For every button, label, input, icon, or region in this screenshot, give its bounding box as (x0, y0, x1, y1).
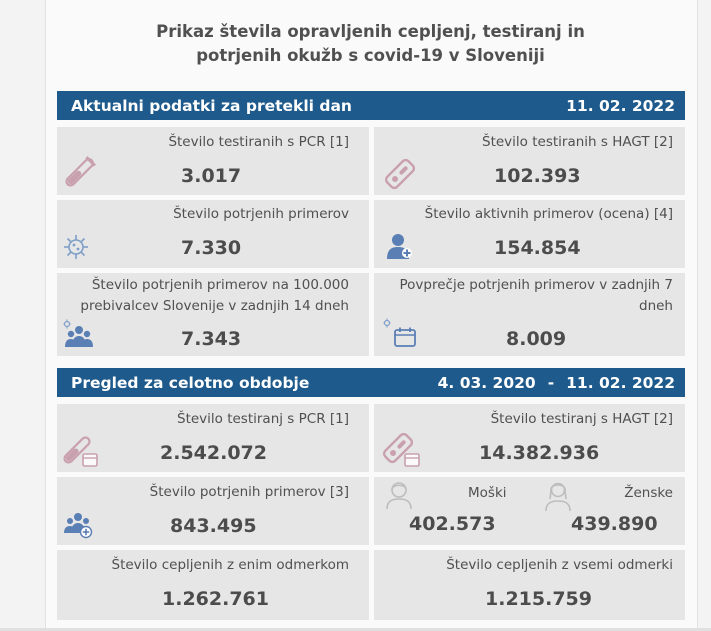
vacc-one-value: 1.262.761 (162, 588, 269, 610)
hagt-total-value: 14.382.936 (479, 442, 600, 464)
current-date: 11. 02. 2022 (566, 96, 675, 115)
overall-date-dash: - (547, 373, 555, 392)
card-per100k: Število potrjenih primerov na 100.000 pr… (57, 273, 369, 356)
active-daily-value: 154.854 (494, 237, 581, 259)
overall-date-from: 4. 03. 2020 (437, 373, 536, 392)
card-active-daily: Število aktivnih primerov (ocena) [4] 15… (374, 200, 685, 268)
avg7-label-line-2: dneh (639, 298, 673, 314)
people-group-icon (63, 319, 93, 347)
avg7-label: Povprečje potrjenih primerov v zadnjih 7… (399, 275, 673, 317)
per100k-label-line-2: prebivalcev Slovenije v zadnjih 14 dneh (80, 298, 349, 314)
pcr-daily-label: Število testiranih s PCR [1] (168, 134, 349, 150)
female-icon (545, 482, 571, 512)
card-confirmed-daily: Število potrjenih primerov 7.330 (57, 200, 369, 268)
pcr-daily-value: 3.017 (181, 165, 242, 187)
bottom-divider (0, 628, 711, 631)
female-value: 439.890 (571, 513, 658, 535)
card-pcr-total: Število testiranj s PCR [1] 2.542.072 (57, 404, 369, 472)
title-line-1: Prikaz števila opravljenih cepljenj, tes… (156, 22, 585, 41)
confirmed-total-label: Število potrjenih primerov [3] (149, 484, 349, 500)
confirmed-daily-label: Število potrjenih primerov (173, 206, 349, 222)
title-line-2: potrjenih okužb s covid-19 v Sloveniji (196, 46, 545, 65)
people-group-plus-icon (64, 513, 93, 539)
vacc-all-value: 1.215.759 (485, 588, 592, 610)
overall-section-header: Pregled za celotno obdobje 4. 03. 2020 -… (57, 368, 685, 397)
male-value: 402.573 (409, 513, 496, 535)
virus-icon (64, 235, 88, 259)
current-section-header: Aktualni podatki za pretekli dan 11. 02.… (57, 91, 685, 120)
overall-date-to: 11. 02. 2022 (566, 373, 675, 392)
overall-date-range: 4. 03. 2020 - 11. 02. 2022 (438, 374, 675, 392)
avg7-value: 8.009 (506, 328, 567, 350)
test-tube-icon (65, 156, 96, 187)
card-vacc-one: Število cepljenih z enim odmerkom 1.262.… (57, 550, 369, 620)
per100k-label: Število potrjenih primerov na 100.000 pr… (80, 275, 349, 317)
pcr-total-value: 2.542.072 (160, 442, 267, 464)
male-icon (386, 482, 412, 510)
card-confirmed-total: Število potrjenih primerov [3] 843.495 (57, 477, 369, 545)
card-pcr-daily: Število testiranih s PCR [1] 3.017 (57, 127, 369, 195)
confirmed-daily-value: 7.330 (181, 237, 242, 259)
calendar-virus-icon (383, 318, 416, 347)
hagt-daily-value: 102.393 (494, 165, 581, 187)
rapid-test-icon (384, 158, 416, 190)
per100k-label-line-1: Število potrjenih primerov na 100.000 (91, 277, 349, 293)
test-tube-calendar-icon (63, 436, 98, 467)
vacc-one-label: Število cepljenih z enim odmerkom (111, 557, 349, 573)
card-vacc-all: Število cepljenih z vsemi odmerki 1.215.… (374, 550, 685, 620)
card-hagt-total: Število testiranj s HAGT [2] 14.382.936 (374, 404, 685, 472)
current-header-title: Aktualni podatki za pretekli dan (71, 96, 352, 115)
male-label: Moški (468, 485, 507, 501)
hagt-total-label: Število testiranj s HAGT [2] (490, 411, 673, 427)
female-label: Ženske (624, 485, 673, 501)
pcr-total-label: Število testiranj s PCR [1] (177, 411, 349, 427)
vacc-all-label: Število cepljenih z vsemi odmerki (446, 557, 673, 573)
card-avg7: Povprečje potrjenih primerov v zadnjih 7… (374, 273, 685, 356)
rapid-test-calendar-icon (382, 432, 420, 467)
card-hagt-daily: Število testiranih s HAGT [2] 102.393 (374, 127, 685, 195)
hagt-daily-label: Število testiranih s HAGT [2] (482, 134, 673, 150)
per100k-value: 7.343 (181, 328, 242, 350)
page-title: Prikaz števila opravljenih cepljenj, tes… (45, 20, 696, 68)
confirmed-total-value: 843.495 (170, 515, 257, 537)
active-daily-label: Število aktivnih primerov (ocena) [4] (424, 206, 673, 222)
overall-header-title: Pregled za celotno obdobje (71, 373, 310, 392)
patient-icon (387, 234, 412, 259)
avg7-label-line-1: Povprečje potrjenih primerov v zadnjih 7 (399, 277, 673, 293)
card-gender: Moški 402.573 Ženske 439.890 (374, 477, 685, 545)
